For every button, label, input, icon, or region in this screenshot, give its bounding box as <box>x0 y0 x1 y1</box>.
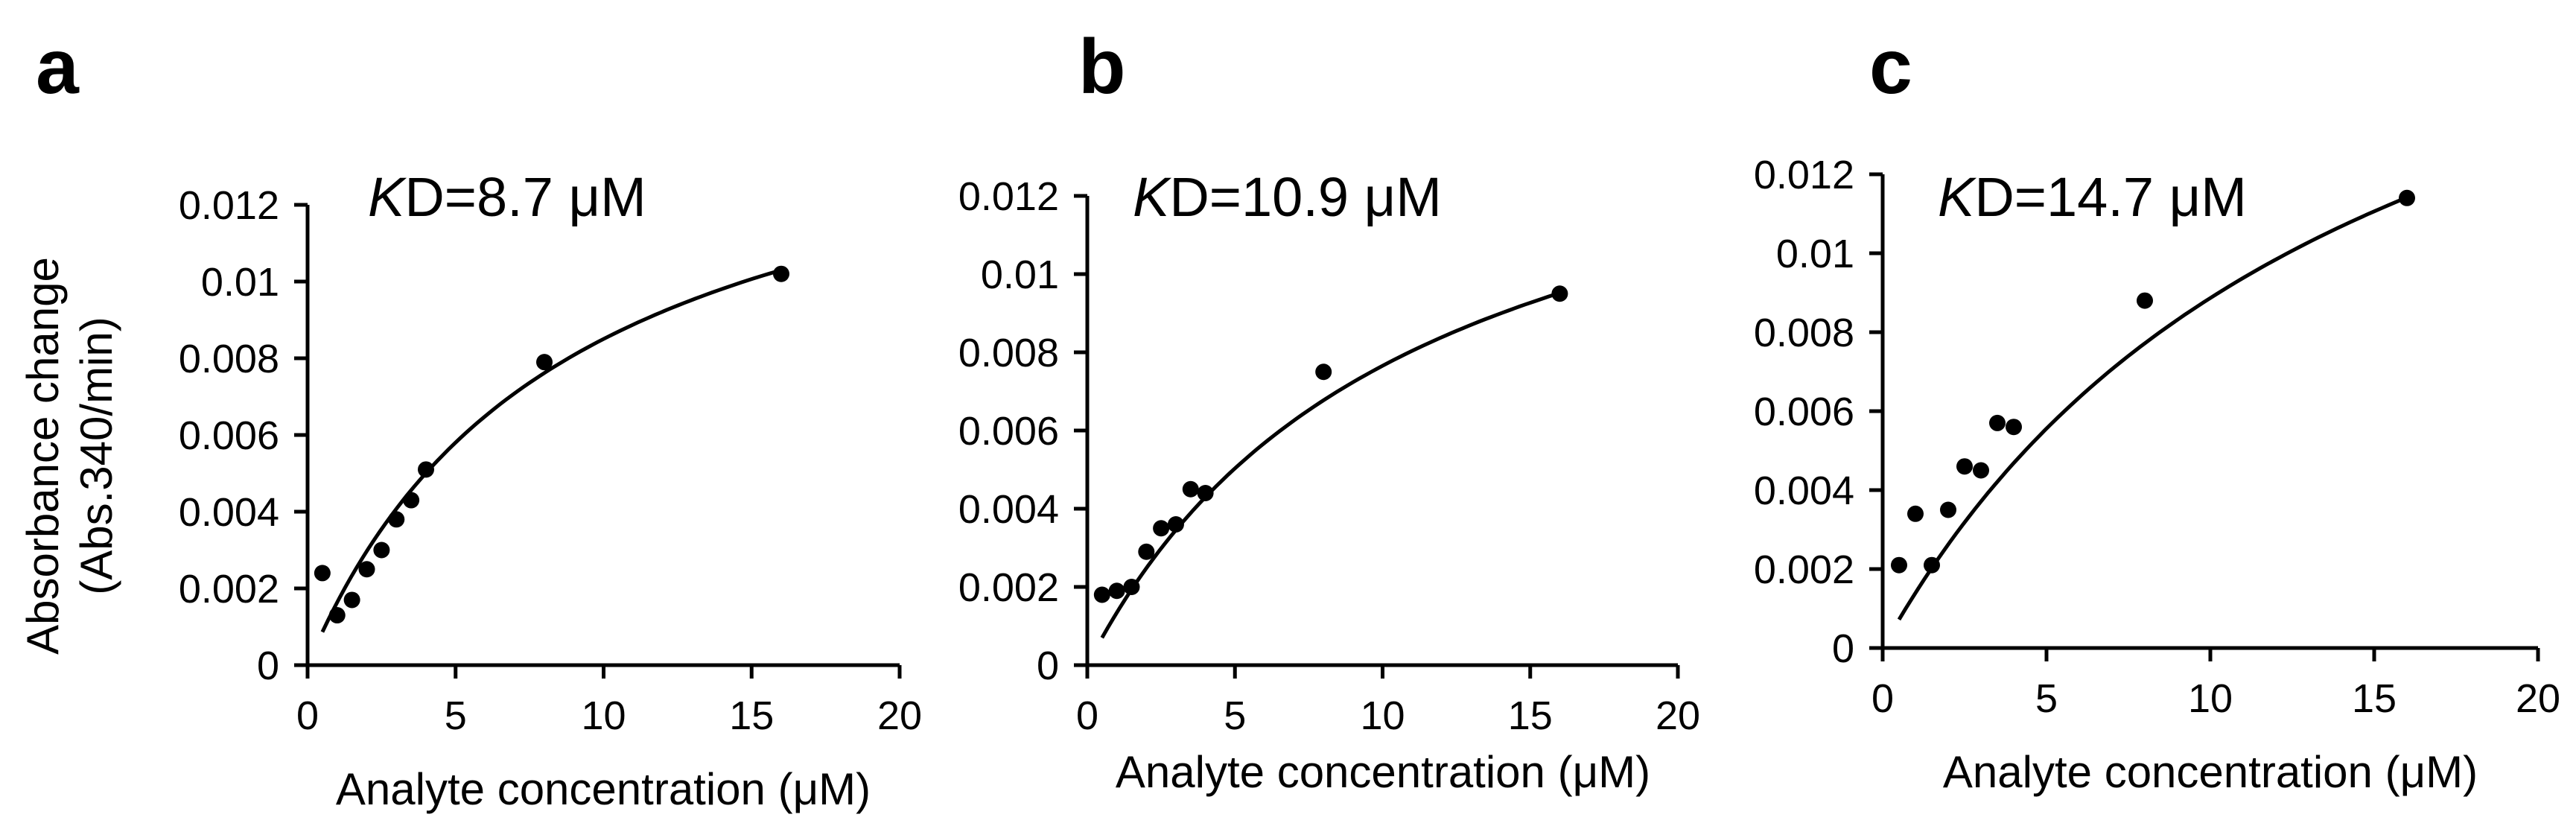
chart-panel-c: c KD=14.7 μM 0 5 10 15 20 0 0.002 0.004 0.006 0.0… <box>1754 24 2560 797</box>
y-tick-label: 0.01 <box>201 260 279 305</box>
x-tick-label: 5 <box>1224 693 1246 738</box>
kd-annotation: KD=10.9 μM <box>1133 166 1442 228</box>
kd-value: D=10.9 μM <box>1169 166 1442 228</box>
x-tick-label: 20 <box>877 693 922 738</box>
y-tick-label: 0.01 <box>981 252 1059 297</box>
data-point <box>1891 556 1907 574</box>
data-point <box>1315 363 1332 381</box>
chart-panel-b: b KD=10.9 μM 0 5 10 15 20 0 0.002 0.004 0.006 0.0… <box>958 24 1700 797</box>
data-point <box>1551 285 1568 302</box>
data-point <box>773 265 789 282</box>
x-tick-label: 15 <box>1508 693 1553 738</box>
data-point <box>403 492 420 509</box>
y-tick-label: 0.008 <box>958 331 1059 375</box>
y-tick-label: 0.012 <box>179 183 279 228</box>
y-tick-label: 0 <box>257 644 279 688</box>
data-point <box>1956 458 1973 475</box>
kd-annotation: KD=14.7 μM <box>1938 166 2247 228</box>
fit-curve <box>1100 291 1561 639</box>
x-tick-label: 0 <box>296 693 319 738</box>
y-tick-label: 0 <box>1832 626 1854 671</box>
x-tick-label: 15 <box>729 693 774 738</box>
panel-label: c <box>1869 24 1912 110</box>
x-tick-label: 10 <box>2188 676 2233 721</box>
y-tick-label: 0.006 <box>1754 390 1854 434</box>
y-tick-label: 0.004 <box>179 490 279 535</box>
y-tick-label: 0.006 <box>958 409 1059 454</box>
data-point <box>1123 579 1140 595</box>
x-tick-label: 20 <box>2516 676 2560 721</box>
data-point <box>1182 480 1199 498</box>
plot-area: 0 5 10 15 20 0 0.002 0.004 0.006 0.008 0.01 0.012 <box>1754 153 2560 721</box>
chart-panel-a: a KD=8.7 μM 0 5 10 15 20 0 0.002 0.004 0.006 0.00… <box>36 24 922 814</box>
data-point <box>343 591 360 609</box>
y-tick-label: 0.002 <box>1754 547 1854 592</box>
x-tick-label: 5 <box>445 693 467 738</box>
data-point <box>314 565 331 582</box>
y-tick-label: 0.01 <box>1776 232 1854 276</box>
panel-label: b <box>1078 24 1126 110</box>
kd-annotation: KD=8.7 μM <box>368 166 646 228</box>
y-tick-label: 0.006 <box>179 413 279 458</box>
x-tick-label: 0 <box>1076 693 1098 738</box>
y-axis-title-line-2: (Abs.340/min) <box>71 317 121 594</box>
data-point <box>2399 189 2415 206</box>
data-point <box>1197 485 1214 501</box>
x-tick-label: 10 <box>1360 693 1405 738</box>
x-tick-label: 15 <box>2352 676 2397 721</box>
plot-area: 0 5 10 15 20 0 0.002 0.004 0.006 0.008 0.01 0.012 <box>179 183 922 738</box>
data-point <box>358 561 375 578</box>
data-point <box>536 354 553 371</box>
data-point <box>1167 516 1184 533</box>
y-tick-label: 0.004 <box>958 487 1059 532</box>
fit-curve <box>320 268 782 633</box>
y-axis-title-line-1: Absorbance change <box>18 257 68 655</box>
data-point <box>1989 414 2006 431</box>
y-tick-label: 0.008 <box>179 337 279 381</box>
data-point <box>1973 462 1989 479</box>
kd-symbol: K <box>368 166 407 228</box>
data-point <box>1153 520 1170 537</box>
kd-value: D=14.7 μM <box>1974 166 2247 228</box>
data-point <box>1138 543 1155 560</box>
x-axis-title: Analyte concentration (μM) <box>1943 747 2478 797</box>
x-tick-label: 5 <box>2035 676 2058 721</box>
panel-label: a <box>36 24 80 110</box>
data-point <box>1940 501 1956 518</box>
data-point <box>1924 556 1940 574</box>
y-tick-label: 0.002 <box>179 567 279 612</box>
y-tick-label: 0.004 <box>1754 469 1854 513</box>
y-tick-label: 0.012 <box>958 174 1059 219</box>
data-point <box>418 461 434 478</box>
y-tick-label: 0.008 <box>1754 311 1854 355</box>
data-point <box>373 541 390 559</box>
x-axis-title: Analyte concentration (μM) <box>336 764 871 814</box>
data-point <box>388 511 405 528</box>
x-axis-title: Analyte concentration (μM) <box>1116 747 1650 797</box>
kd-value: D=8.7 μM <box>404 166 646 228</box>
kd-symbol: K <box>1133 166 1172 228</box>
plot-area: 0 5 10 15 20 0 0.002 0.004 0.006 0.008 0.01 0.012 <box>958 174 1700 738</box>
data-point <box>1108 582 1125 600</box>
kd-symbol: K <box>1938 166 1977 228</box>
x-tick-label: 0 <box>1871 676 1894 721</box>
data-point <box>2006 419 2022 436</box>
data-point <box>328 607 346 624</box>
fit-curve <box>1897 195 2408 621</box>
data-point <box>1093 586 1110 603</box>
y-tick-label: 0.012 <box>1754 153 1854 197</box>
data-point <box>1907 505 1924 522</box>
y-tick-label: 0.002 <box>958 565 1059 610</box>
x-tick-label: 10 <box>581 693 626 738</box>
data-point <box>2137 292 2153 309</box>
y-tick-label: 0 <box>1037 644 1059 688</box>
x-tick-label: 20 <box>1656 693 1700 738</box>
